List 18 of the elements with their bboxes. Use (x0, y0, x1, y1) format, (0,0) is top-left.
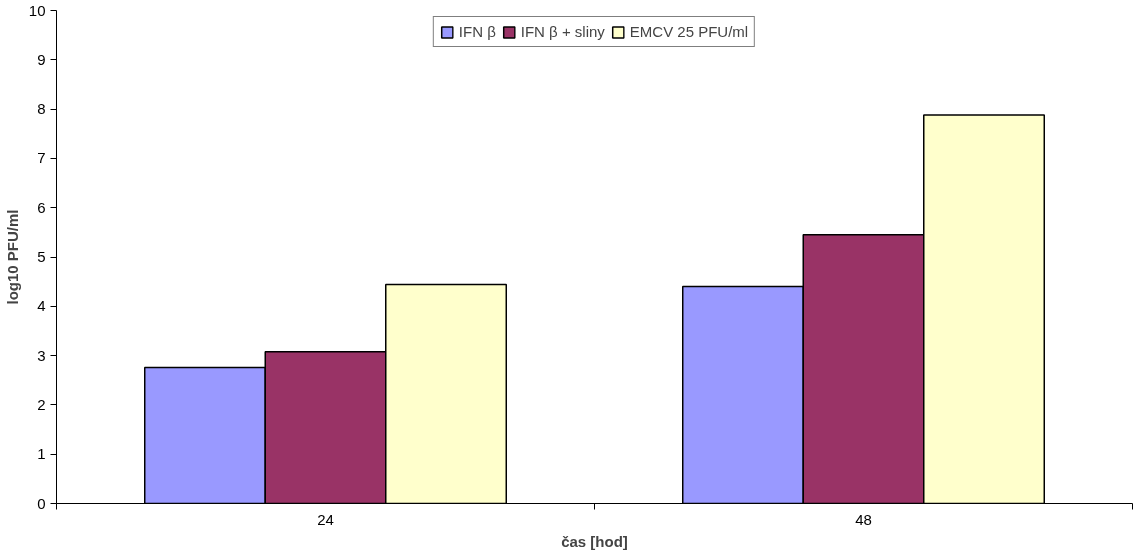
y-tick-label: 1 (37, 445, 46, 463)
y-tick-label: 4 (37, 297, 46, 315)
y-tick-label: 8 (37, 100, 46, 118)
x-tick-label: 24 (317, 510, 334, 528)
x-axis-title: čas [hod] (561, 532, 628, 550)
y-tick-label: 2 (37, 395, 46, 413)
y-tick-label: 6 (37, 198, 46, 216)
y-tick-label: 5 (37, 248, 46, 265)
legend-label: IFN β (458, 23, 496, 40)
y-tick-label: 10 (28, 1, 46, 19)
y-axis-title: log10 PFU/ml (3, 209, 21, 305)
legend-label: EMCV 25 PFU/ml (629, 23, 749, 40)
y-tick-label: 0 (37, 494, 46, 512)
y-tick-label: 7 (37, 149, 46, 167)
x-tick-label: 48 (855, 510, 872, 528)
y-tick-label: 3 (37, 346, 46, 364)
legend-label: IFN β + sliny (520, 23, 605, 40)
y-tick-label: 9 (37, 50, 46, 68)
